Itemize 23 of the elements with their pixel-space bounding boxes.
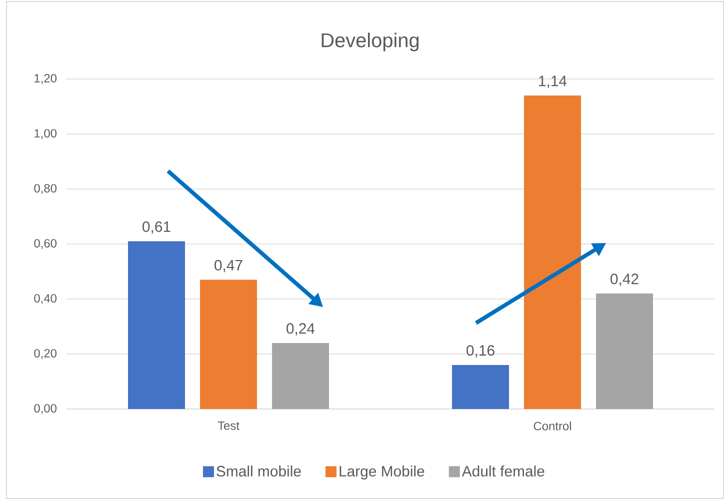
y-tick-label: 0,60 (34, 239, 57, 249)
y-tick-label: 1,00 (34, 129, 57, 139)
bar (452, 365, 510, 409)
data-label: 1,14 (539, 76, 567, 88)
y-tick-label: 0,00 (34, 404, 57, 414)
legend-label: Large Mobile (340, 466, 424, 480)
bar (596, 294, 654, 409)
data-label: 0,24 (286, 323, 315, 336)
y-tick-label: 0,40 (34, 294, 57, 304)
bar (128, 241, 185, 409)
data-label: 0,16 (466, 345, 494, 358)
legend-label: Adult female (462, 466, 544, 477)
bar (272, 343, 330, 409)
chart-title: Developing (322, 32, 419, 52)
y-tick-label: 0,80 (34, 184, 57, 194)
y-tick-label: 1,20 (34, 74, 57, 84)
data-label: 0,61 (142, 221, 170, 234)
data-label: 0,47 (214, 260, 242, 272)
data-label: 0,42 (610, 274, 638, 286)
x-tick-label: Control (534, 422, 571, 430)
legend-label: Small mobile (216, 466, 301, 477)
x-tick-label: Test (218, 422, 240, 430)
y-tick-label: 0,20 (34, 349, 57, 359)
